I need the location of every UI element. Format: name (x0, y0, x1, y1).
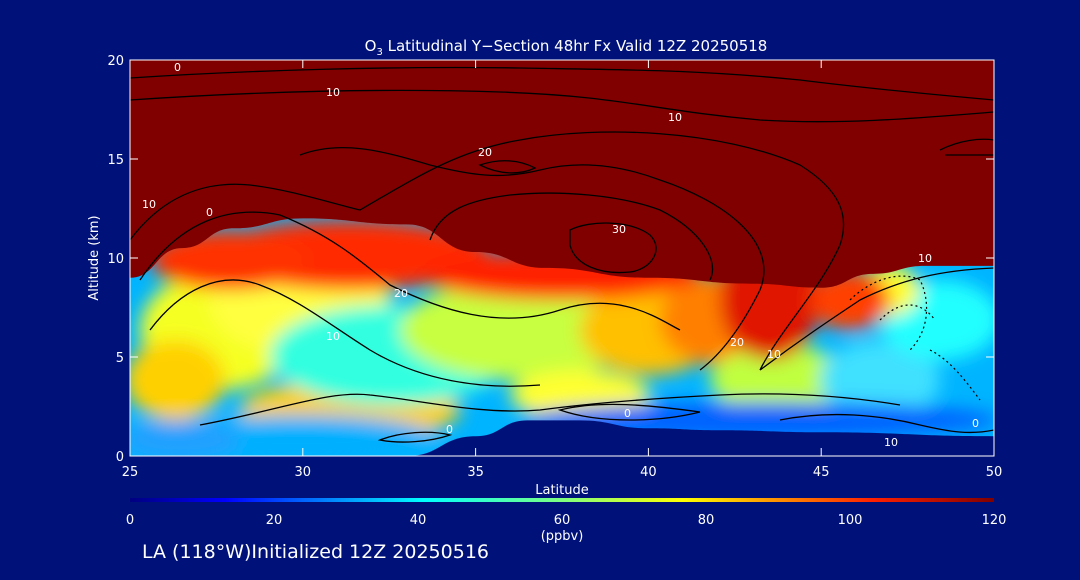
footer-initialization-text: LA (118°W)Initialized 12Z 20250516 (142, 541, 489, 563)
colorbar-tick-label: 0 (126, 513, 134, 528)
colorbar-gradient (130, 498, 994, 502)
contour-label: 20 (478, 146, 492, 159)
contour-label: 10 (142, 198, 156, 211)
y-tick-label: 20 (107, 54, 124, 69)
x-tick-labels: 25 30 35 40 45 50 (122, 465, 1003, 480)
colorbar-tick-label: 60 (554, 513, 571, 528)
contour-label: 30 (612, 223, 626, 236)
y-tick-label: 15 (107, 153, 124, 168)
colorbar-tick-label: 20 (266, 513, 283, 528)
y-tick-label: 5 (116, 351, 124, 366)
contour-label: 10 (918, 252, 932, 265)
y-axis-label: Altitude (km) (87, 215, 102, 300)
ozone-dotted-contours (849, 275, 981, 401)
plot-frame (129, 59, 995, 457)
x-tick-label: 50 (986, 465, 1003, 480)
colorbar-tick-label: 100 (838, 513, 863, 528)
contour-label: 0 (174, 61, 181, 74)
colorbar-tick-label: 120 (982, 513, 1007, 528)
colorbar: 0 20 40 60 80 100 120 (ppbv) (126, 498, 1007, 544)
x-tick-label: 45 (813, 465, 830, 480)
contour-label: 0 (206, 206, 213, 219)
contour-label: 20 (394, 287, 408, 300)
ozone-contours (130, 66, 994, 443)
contour-label: 0 (446, 423, 453, 436)
colorbar-unit: (ppbv) (541, 529, 584, 544)
y-tick-labels: 0 5 10 15 20 (107, 54, 124, 465)
ozone-field: 0 10 10 20 10 0 30 20 10 20 10 10 0 0 10… (130, 60, 994, 456)
x-tick-label: 35 (467, 465, 484, 480)
colorbar-tick-label: 80 (698, 513, 715, 528)
y-tick-label: 0 (116, 450, 124, 465)
chart-title: O3 Latitudinal Y−Section 48hr Fx Valid 1… (365, 37, 768, 58)
contour-label: 10 (326, 330, 340, 343)
contour-label: 10 (767, 348, 781, 361)
y-tick-label: 10 (107, 252, 124, 267)
contour-label: 0 (624, 407, 631, 420)
contour-label: 10 (326, 86, 340, 99)
x-tick-label: 30 (295, 465, 312, 480)
contour-label: 10 (884, 436, 898, 449)
contour-labels: 0 10 10 20 10 0 30 20 10 20 10 10 0 0 10… (142, 61, 979, 449)
colorbar-labels: 0 20 40 60 80 100 120 (126, 513, 1007, 528)
colorbar-tick-label: 40 (410, 513, 427, 528)
contour-label: 10 (668, 111, 682, 124)
x-axis-label: Latitude (535, 483, 589, 498)
terrain-mask (130, 420, 994, 456)
x-tick-label: 25 (122, 465, 139, 480)
contour-label: 0 (972, 417, 979, 430)
x-tick-label: 40 (640, 465, 657, 480)
stratosphere-region (130, 60, 994, 288)
contour-label: 20 (730, 336, 744, 349)
